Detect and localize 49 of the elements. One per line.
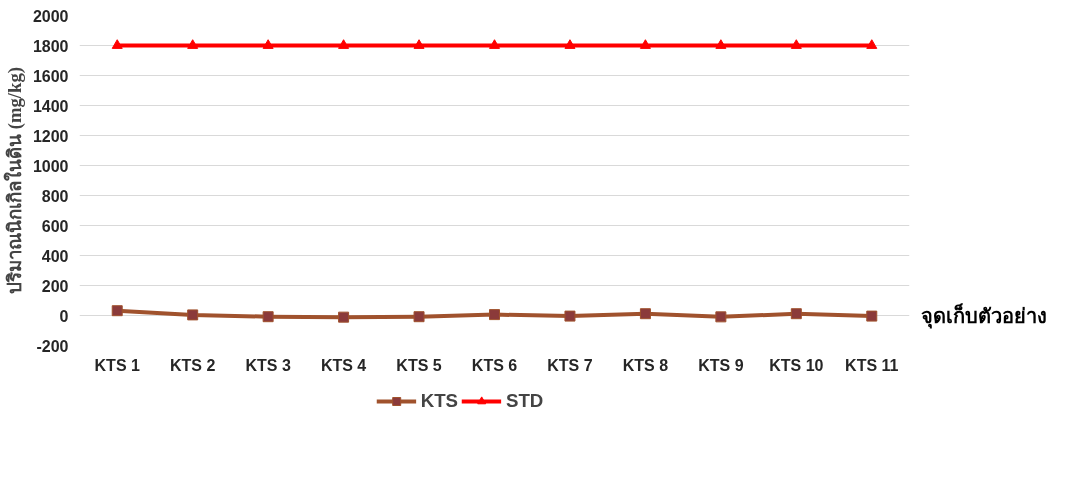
point bbox=[338, 311, 350, 323]
x-tick-label: KTS 5 bbox=[396, 356, 442, 374]
point bbox=[715, 311, 727, 323]
point bbox=[790, 39, 802, 49]
x-tick-label: KTS 10 bbox=[769, 356, 824, 374]
point bbox=[639, 308, 651, 320]
y-axis-title: ปริมาณนิกเกิลในดิน (mg/kg) bbox=[2, 67, 26, 294]
point bbox=[187, 309, 199, 321]
point bbox=[413, 311, 425, 323]
point bbox=[564, 39, 576, 49]
x-tick-label: KTS 11 bbox=[845, 356, 899, 374]
y-tick-label: 1600 bbox=[32, 67, 69, 85]
point bbox=[262, 311, 274, 323]
point bbox=[489, 39, 500, 49]
y-tick-label: 400 bbox=[41, 247, 69, 265]
y-tick-label: 200 bbox=[41, 277, 69, 295]
x-tick-label: KTS 4 bbox=[320, 356, 367, 374]
y-tick-label: -200 bbox=[36, 337, 69, 355]
point bbox=[111, 39, 123, 49]
point bbox=[639, 39, 651, 49]
point bbox=[564, 310, 576, 322]
point bbox=[790, 308, 802, 320]
point bbox=[413, 39, 425, 49]
point bbox=[187, 39, 199, 49]
point bbox=[715, 39, 727, 49]
point bbox=[866, 39, 878, 49]
y-tick-label: 600 bbox=[41, 217, 69, 235]
x-axis-title: จุดเก็บตัวอย่าง bbox=[920, 302, 1047, 329]
x-tick-label: KTS 7 bbox=[547, 356, 593, 374]
y-tick-label: 800 bbox=[41, 187, 69, 205]
point bbox=[338, 39, 350, 49]
x-tick-label: KTS 6 bbox=[471, 356, 518, 374]
y-tick-label: 1200 bbox=[32, 127, 69, 145]
x-tick-label: KTS 9 bbox=[698, 356, 744, 374]
x-tick-label: KTS 2 bbox=[170, 356, 216, 374]
point bbox=[866, 310, 878, 322]
legend-label: STD bbox=[506, 390, 544, 412]
y-tick-label: 0 bbox=[59, 307, 69, 325]
x-tick-label: KTS 1 bbox=[94, 356, 140, 374]
x-tick-label: KTS 3 bbox=[245, 356, 291, 374]
y-tick-label: 1800 bbox=[32, 37, 69, 55]
point bbox=[111, 305, 123, 317]
y-tick-label: 1000 bbox=[32, 157, 69, 175]
legend-label: KTS bbox=[420, 390, 458, 412]
x-tick-label: KTS 8 bbox=[622, 356, 669, 374]
point bbox=[262, 39, 274, 49]
y-tick-label: 2000 bbox=[32, 7, 69, 25]
point bbox=[489, 309, 500, 321]
y-tick-label: 1400 bbox=[32, 97, 69, 115]
